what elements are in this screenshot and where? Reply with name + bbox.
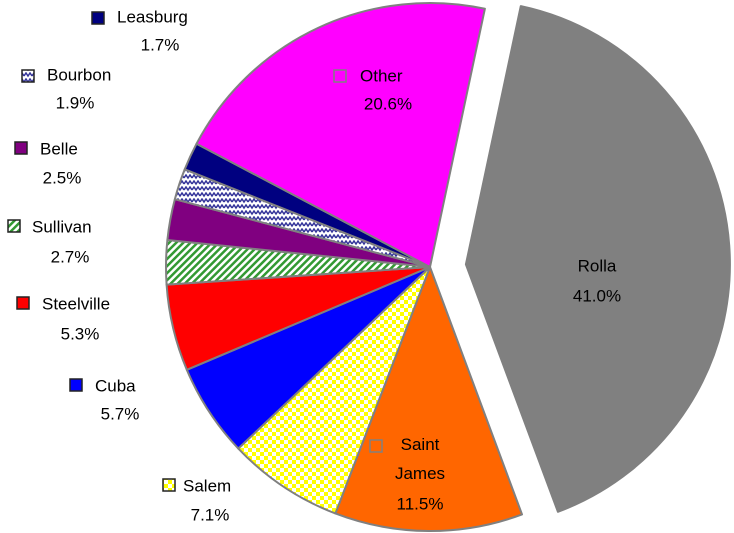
pie-slice [334,266,524,532]
pie-slice [237,266,431,515]
slice-label: Saint James [395,435,445,483]
legend-swatch [333,69,347,83]
pie-slice [464,5,731,513]
legend-swatch [21,69,35,83]
slice-label: Steelville [42,294,110,313]
slice-label: Rolla [578,256,617,275]
slice-value-label: 2.5% [43,168,82,187]
slice-value-label: 2.7% [51,247,90,266]
slice-label: Salem [183,476,231,495]
slice-label: Sullivan [32,217,92,236]
slice-value-label: 1.7% [141,35,180,54]
slice-value-label: 1.9% [56,93,95,112]
legend-swatch [16,296,30,310]
legend-swatch [14,141,28,155]
slice-value-label: 20.6% [364,94,412,113]
legend-swatch [7,219,21,233]
legend-swatch [369,439,383,453]
pie-slice [195,2,486,268]
legend-swatch [69,378,83,392]
slice-label: Other [360,66,403,85]
slice-value-label: 5.7% [101,404,140,423]
slice-label: Cuba [95,376,136,395]
legend-swatch [162,478,176,492]
slice-label: Belle [40,139,78,158]
slice-value-label: 11.5% [397,494,444,513]
slice-value-label: 5.3% [61,324,100,343]
slice-label: Bourbon [47,65,111,84]
slice-value-label: 7.1% [191,505,230,524]
slice-value-label: 41.0% [573,286,621,305]
legend-swatch [91,11,105,25]
slice-label: Leasburg [117,7,188,26]
